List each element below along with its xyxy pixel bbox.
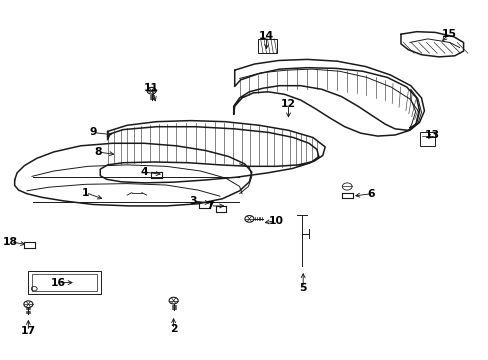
Text: 10: 10: [268, 216, 283, 226]
Text: 5: 5: [299, 283, 306, 293]
Text: 11: 11: [144, 83, 159, 93]
Text: 17: 17: [21, 326, 36, 336]
Text: 16: 16: [51, 278, 66, 288]
Text: 2: 2: [169, 324, 177, 334]
Text: 6: 6: [367, 189, 375, 199]
Text: 1: 1: [81, 188, 89, 198]
Text: 18: 18: [3, 237, 18, 247]
Text: 15: 15: [441, 29, 455, 39]
Text: 13: 13: [425, 130, 439, 140]
Bar: [258, 39, 276, 53]
Bar: [32, 274, 97, 291]
Text: 4: 4: [140, 167, 148, 177]
Bar: [28, 271, 101, 294]
Text: 3: 3: [189, 196, 197, 206]
Text: 7: 7: [206, 201, 214, 211]
Text: 12: 12: [281, 99, 295, 109]
Text: 8: 8: [94, 147, 102, 157]
Bar: [419, 132, 434, 146]
Text: 14: 14: [259, 31, 273, 41]
Text: 9: 9: [89, 127, 97, 138]
